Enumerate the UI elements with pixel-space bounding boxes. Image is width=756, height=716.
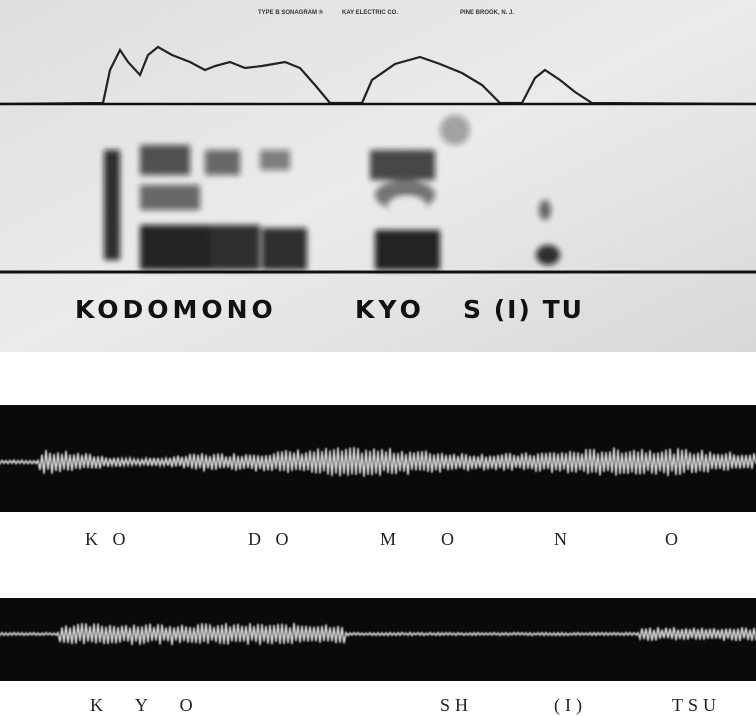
syllable-label: O xyxy=(441,529,459,549)
syllable-label: O xyxy=(665,529,683,549)
syllable-label: KODOMONO xyxy=(75,295,277,324)
syllable-label: M xyxy=(380,529,401,549)
header-text: TYPE B SONAGRAM ® xyxy=(258,9,324,16)
syllable-label: K O xyxy=(85,529,131,549)
syllable-label: (I) xyxy=(554,695,587,716)
header-text: PINE BROOK, N. J. xyxy=(460,10,514,16)
syllable-label: K Y O xyxy=(90,695,207,715)
syllable-label: S (I) TU xyxy=(463,295,584,324)
syllable-label: D O xyxy=(248,529,294,549)
formant-gap xyxy=(387,195,427,219)
syllable-label: SH xyxy=(440,695,473,715)
figure: TYPE B SONAGRAM ® KAY ELECTRIC CO. PINE … xyxy=(0,0,756,716)
header-text: KAY ELECTRIC CO. xyxy=(342,10,398,16)
syllable-label: TSU xyxy=(672,695,721,715)
syllable-label: N xyxy=(554,529,572,549)
waveform-panel xyxy=(0,598,756,681)
syllable-label: KYO xyxy=(355,295,425,324)
